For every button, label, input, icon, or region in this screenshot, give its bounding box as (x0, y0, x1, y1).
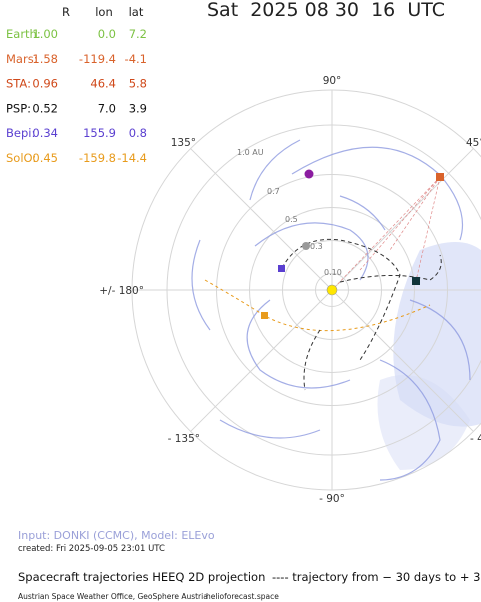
projection-note: Spacecraft trajectories HEEQ 2D projecti… (18, 570, 265, 584)
site-note: helioforecast.space (206, 592, 279, 601)
angle-label: +/- 180° (99, 285, 144, 297)
bepi-marker (278, 265, 285, 272)
sun (326, 284, 338, 296)
cme-fronts (191, 139, 471, 481)
row-value: 0.96 (32, 77, 58, 91)
radius-label: 0.3 (310, 242, 323, 251)
spoke (190, 289, 333, 432)
trajectory-legend: ---- trajectory from − 30 days to + 30 d… (272, 570, 481, 584)
polar-labels: 90° 45° 135° +/- 180° - 135° - 45° - 90° 1.0 AU… (99, 75, 481, 505)
row-value: 5.8 (129, 77, 147, 91)
radius-label: 0.10 (324, 268, 342, 277)
sta-marker (304, 169, 314, 179)
cme-front (409, 299, 471, 381)
row-value: -119.4 (79, 52, 116, 66)
row-value: 155.9 (83, 126, 116, 140)
row-name: Earth: (6, 27, 41, 41)
spoke (331, 289, 474, 432)
angle-label: 90° (323, 75, 342, 87)
earth-marker (412, 277, 420, 285)
cme-front (246, 299, 351, 389)
angle-label: - 45° (470, 433, 481, 445)
table-header: lon (95, 5, 113, 19)
row-value: 0.52 (32, 101, 58, 115)
radius-label: 1.0 AU (237, 148, 264, 157)
grid (131, 89, 481, 491)
row-value: 0.34 (32, 126, 58, 140)
input-note: Input: DONKI (CCMC), Model: ELEvo (18, 529, 215, 542)
row-value: 1.00 (32, 27, 58, 41)
row-value: 1.58 (32, 52, 58, 66)
spoke (331, 148, 474, 291)
row-value: 0.8 (129, 126, 147, 140)
angle-label: 135° (171, 137, 196, 149)
row-value: 7.0 (98, 101, 116, 115)
row-value: -4.1 (125, 52, 147, 66)
angle-label: - 135° (168, 433, 200, 445)
sight-line (331, 176, 441, 291)
cme-front (379, 359, 441, 481)
solo-trajectory (204, 279, 431, 332)
row-name: Mars: (6, 52, 38, 66)
solo-marker (261, 312, 268, 319)
row-value: 46.4 (90, 77, 116, 91)
org-note: Austrian Space Weather Office, GeoSphere… (18, 592, 208, 601)
spoke (190, 148, 333, 291)
row-value: 0.0 (98, 27, 116, 41)
angle-label: - 90° (319, 493, 345, 505)
created-note: created: Fri 2025-09-05 23:01 UTC (18, 544, 165, 554)
polar-plot: 90° 45° 135° +/- 180° - 135° - 45° - 90° 1.0 AU… (99, 75, 481, 505)
cme-front (249, 139, 301, 201)
row-value: 7.2 (129, 27, 147, 41)
table-header: R (62, 5, 70, 19)
cme-front (219, 419, 321, 439)
cme-density (377, 375, 470, 470)
mars-marker (436, 173, 444, 181)
row-value: 0.45 (32, 151, 58, 165)
row-name: PSP: (6, 101, 31, 115)
sight-line (359, 176, 441, 271)
row-value: -14.4 (117, 151, 147, 165)
title: Sat 2025 08 30 16 UTC (207, 0, 445, 21)
angle-label: 45° (466, 137, 481, 149)
radius-label: 0.7 (267, 187, 280, 196)
row-name: SolO: (6, 151, 36, 165)
radius-label: 0.5 (285, 215, 298, 224)
row-name: Bepi: (6, 126, 35, 140)
sight-line (415, 176, 441, 282)
cme-front (339, 195, 386, 231)
psp-trajectory (281, 238, 401, 391)
psp-marker (302, 242, 310, 250)
row-value: -159.8 (79, 151, 116, 165)
row-value: 3.9 (129, 101, 147, 115)
cme-front (291, 146, 464, 241)
row-name: STA: (6, 77, 31, 91)
sight-lines (331, 176, 441, 291)
table-header: lat (129, 5, 144, 19)
cme-front (191, 239, 211, 331)
